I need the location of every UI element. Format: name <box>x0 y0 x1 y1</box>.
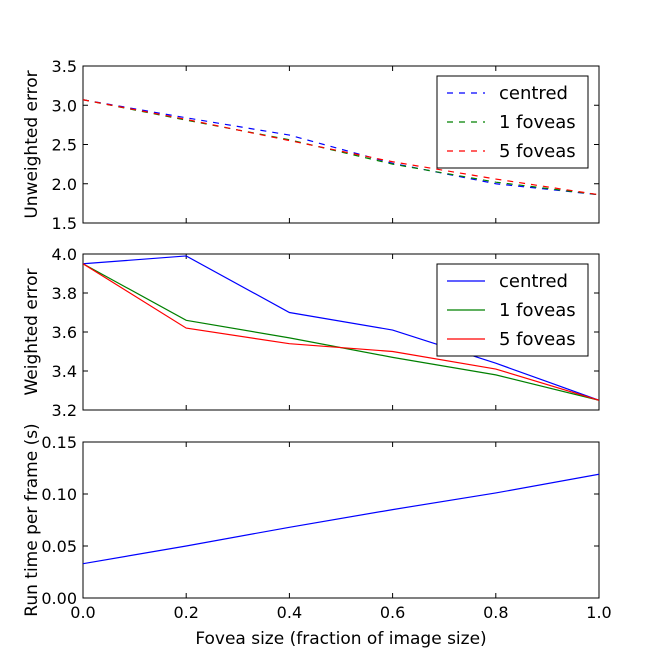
y-tick-label: 1.5 <box>52 214 77 233</box>
y-tick-label: 4.0 <box>52 245 77 264</box>
y-tick-label: 2.0 <box>52 175 77 194</box>
legend: centred 1 foveas 5 foveas <box>436 75 589 169</box>
legend: centred 1 foveas 5 foveas <box>436 263 589 357</box>
panel-1: 1.5 2.0 2.5 3.0 3.5 Unweighted error centred 1 … <box>22 57 600 233</box>
panel-3: 0.00 0.05 0.10 0.15 0.0 0.2 0.4 0.6 0.8 1.0 Run ti… <box>22 423 612 649</box>
y-tick-label: 3.6 <box>52 323 77 342</box>
y-tick-label: 0.05 <box>41 537 77 556</box>
series-line-5-foveas <box>83 263 599 401</box>
legend-label: 5 foveas <box>499 329 576 350</box>
series-line-centred <box>83 255 599 401</box>
y-tick-label: 3.2 <box>52 401 77 420</box>
x-tick-label: 0.8 <box>483 603 508 622</box>
series-line-1 <box>83 473 599 565</box>
y-tick-label: 0.00 <box>41 589 77 608</box>
x-tick-label: 1.0 <box>586 603 611 622</box>
legend-label: centred <box>499 271 568 292</box>
x-axis-label: Fovea size (fraction of image size) <box>195 629 486 649</box>
series-line-1-foveas <box>83 99 599 196</box>
series-line-5-foveas <box>83 99 599 196</box>
legend-label: 5 foveas <box>499 141 576 162</box>
legend-label: 1 foveas <box>499 112 576 133</box>
panel-2: 3.2 3.4 3.6 3.8 4.0 Weighted error centred 1 fo… <box>22 245 600 420</box>
legend-label: centred <box>499 83 568 104</box>
plot-frame <box>82 441 600 599</box>
y-tick-label: 2.5 <box>52 136 77 155</box>
y-tick-label: 0.15 <box>41 433 77 452</box>
y-tick-label: 3.5 <box>52 57 77 76</box>
series-line-centred <box>83 99 599 196</box>
x-tick-label: 0.4 <box>277 603 302 622</box>
y-axis-label: Run time per frame (s) <box>22 423 42 616</box>
y-axis-label: Unweighted error <box>22 70 42 218</box>
x-tick-label: 0.6 <box>380 603 405 622</box>
legend-label: 1 foveas <box>499 300 576 321</box>
x-tick-label: 0.0 <box>70 603 95 622</box>
x-tick-label: 0.2 <box>173 603 198 622</box>
y-tick-label: 3.8 <box>52 284 77 303</box>
y-tick-label: 0.10 <box>41 485 77 504</box>
y-tick-label: 3.0 <box>52 96 77 115</box>
y-axis-label: Weighted error <box>22 268 42 395</box>
y-tick-label: 3.4 <box>52 362 77 381</box>
